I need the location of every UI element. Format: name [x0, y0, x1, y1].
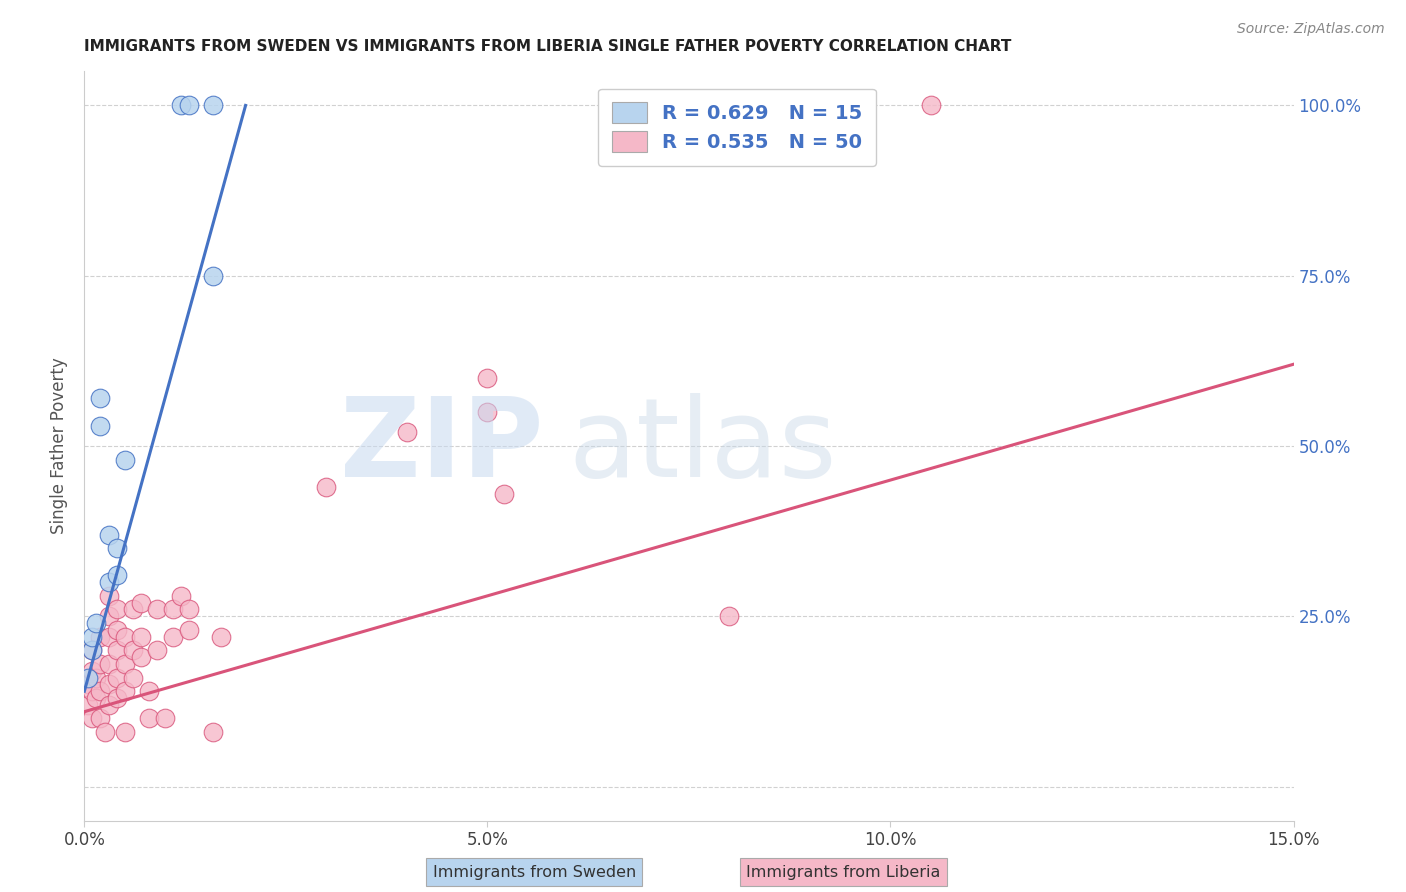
Point	[179, 98, 201, 112]
Point	[82, 684, 104, 698]
Point	[138, 684, 160, 698]
Point	[89, 630, 111, 644]
Text: ZIP: ZIP	[340, 392, 544, 500]
Point	[209, 630, 232, 644]
Point	[97, 630, 120, 644]
Point	[153, 711, 176, 725]
Point	[97, 609, 120, 624]
Point	[179, 623, 201, 637]
Point	[105, 541, 128, 556]
Point	[97, 575, 120, 590]
Point	[89, 711, 111, 725]
Point	[170, 589, 193, 603]
Point	[82, 643, 104, 657]
Point	[105, 568, 128, 582]
Point	[82, 630, 104, 644]
Point	[138, 711, 160, 725]
Text: IMMIGRANTS FROM SWEDEN VS IMMIGRANTS FROM LIBERIA SINGLE FATHER POVERTY CORRELAT: IMMIGRANTS FROM SWEDEN VS IMMIGRANTS FRO…	[84, 38, 1012, 54]
Point	[93, 725, 115, 739]
Point	[315, 480, 337, 494]
Point	[162, 630, 184, 644]
Point	[82, 643, 104, 657]
Point	[477, 371, 499, 385]
Point	[114, 725, 136, 739]
Point	[129, 630, 152, 644]
Point	[202, 98, 225, 112]
Point	[114, 630, 136, 644]
Point	[105, 623, 128, 637]
Point	[477, 405, 499, 419]
Y-axis label: Single Father Poverty: Single Father Poverty	[51, 358, 69, 534]
Point	[77, 671, 100, 685]
Point	[86, 671, 108, 685]
Point	[114, 452, 136, 467]
Legend: R = 0.629   N = 15, R = 0.535   N = 50: R = 0.629 N = 15, R = 0.535 N = 50	[599, 88, 876, 166]
Point	[146, 643, 169, 657]
Point	[97, 589, 120, 603]
Point	[146, 602, 169, 616]
Point	[114, 657, 136, 671]
Point	[121, 602, 143, 616]
Text: atlas: atlas	[568, 392, 837, 500]
Point	[89, 392, 111, 406]
Point	[395, 425, 418, 440]
Point	[82, 711, 104, 725]
Point	[121, 643, 143, 657]
Point	[97, 677, 120, 691]
Point	[97, 657, 120, 671]
Text: Immigrants from Liberia: Immigrants from Liberia	[747, 865, 941, 880]
Point	[89, 418, 111, 433]
Point	[920, 98, 942, 112]
Point	[129, 650, 152, 665]
Point	[77, 677, 100, 691]
Point	[162, 602, 184, 616]
Text: Immigrants from Sweden: Immigrants from Sweden	[433, 865, 636, 880]
Point	[114, 684, 136, 698]
Point	[86, 691, 108, 706]
Point	[179, 602, 201, 616]
Point	[105, 602, 128, 616]
Point	[82, 664, 104, 678]
Point	[202, 268, 225, 283]
Point	[77, 698, 100, 712]
Point	[97, 698, 120, 712]
Point	[129, 596, 152, 610]
Point	[718, 609, 741, 624]
Text: Source: ZipAtlas.com: Source: ZipAtlas.com	[1237, 22, 1385, 37]
Point	[105, 691, 128, 706]
Point	[202, 725, 225, 739]
Point	[89, 684, 111, 698]
Point	[105, 671, 128, 685]
Point	[105, 643, 128, 657]
Point	[121, 671, 143, 685]
Point	[86, 616, 108, 631]
Point	[97, 527, 120, 541]
Point	[170, 98, 193, 112]
Point	[89, 657, 111, 671]
Point	[492, 486, 515, 500]
